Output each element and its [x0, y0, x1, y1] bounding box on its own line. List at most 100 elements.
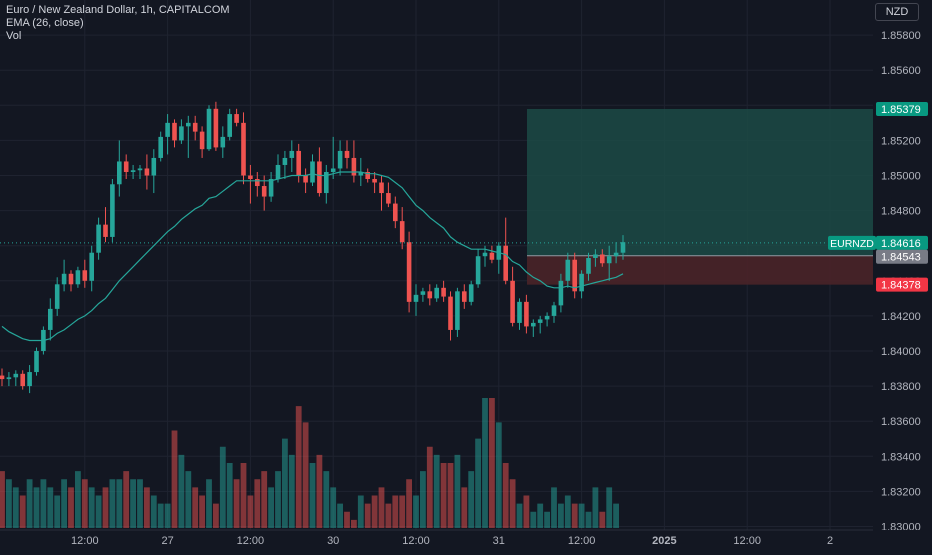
- candle-body: [475, 256, 481, 285]
- candle-body: [510, 280, 515, 323]
- volume-bar: [440, 463, 447, 528]
- candle: [489, 245, 495, 264]
- candle-body: [379, 182, 384, 194]
- volume-bar: [75, 471, 81, 528]
- candle: [27, 365, 32, 394]
- volume-bar: [592, 487, 599, 528]
- candle: [282, 150, 288, 180]
- candle-body: [600, 254, 605, 264]
- candle: [524, 294, 529, 334]
- price-tick-label: 1.85000: [881, 170, 921, 182]
- candle-body: [227, 114, 232, 137]
- candle-body: [268, 179, 274, 197]
- price-tick-label: 1.85800: [881, 30, 921, 42]
- candle-body: [68, 273, 74, 285]
- candle: [399, 207, 405, 250]
- candle: [165, 114, 170, 155]
- stop-zone[interactable]: [527, 255, 873, 285]
- candle: [220, 126, 226, 158]
- volume-bar: [482, 398, 488, 528]
- volume-bar: [578, 503, 585, 528]
- candle-body: [531, 322, 536, 327]
- volume-bar: [185, 471, 192, 528]
- target-zone[interactable]: [527, 108, 873, 256]
- candle-body: [110, 184, 115, 237]
- volume-bar: [206, 479, 212, 528]
- candle: [20, 370, 25, 390]
- candle: [551, 301, 557, 323]
- candle-body: [186, 122, 191, 127]
- candle-body: [544, 315, 550, 320]
- volume-bar: [323, 471, 330, 528]
- candle-body: [434, 287, 439, 299]
- candle: [448, 291, 453, 341]
- time-tick-label: 31: [493, 535, 505, 547]
- candle: [123, 154, 129, 180]
- candle-body: [158, 136, 163, 158]
- volume-bar: [102, 487, 109, 528]
- candle-body: [441, 287, 446, 297]
- candle: [151, 149, 157, 194]
- candle: [268, 171, 274, 202]
- time-tick-label: 12:00: [237, 535, 265, 547]
- volume-bar: [433, 454, 440, 528]
- candle: [110, 179, 115, 243]
- candle-body: [289, 150, 295, 158]
- candle-body: [620, 242, 626, 253]
- ema-legend[interactable]: EMA (26, close): [6, 17, 84, 29]
- volume-bars: [0, 398, 619, 528]
- volume-bar: [254, 479, 261, 528]
- time-axis[interactable]: 12:00 27 12:00 30 12:00 31 12:00 2025 12:00 2: [71, 535, 833, 547]
- volume-bar: [40, 479, 47, 528]
- currency-button[interactable]: NZD: [875, 3, 919, 21]
- candle: [406, 231, 412, 313]
- candle-body: [75, 270, 81, 285]
- candle: [317, 147, 322, 197]
- volume-legend[interactable]: Vol: [6, 30, 22, 42]
- volume-bar: [454, 454, 461, 528]
- volume-bar: [150, 495, 157, 528]
- candle: [75, 266, 81, 288]
- symbol-title[interactable]: Euro / New Zealand Dollar, 1h, CAPITALCO…: [6, 4, 230, 16]
- candle-body: [6, 377, 12, 380]
- candle: [48, 298, 53, 341]
- candle: [241, 112, 246, 185]
- candle: [455, 287, 460, 337]
- candle: [275, 154, 281, 183]
- candle-body: [613, 252, 619, 257]
- candle-body: [351, 157, 357, 176]
- price-tick-label: 1.85600: [881, 65, 921, 77]
- volume-bar: [226, 463, 233, 528]
- candle: [351, 140, 357, 183]
- candle: [34, 347, 39, 376]
- volume-bar: [585, 511, 592, 528]
- candle: [330, 136, 336, 180]
- candle: [593, 249, 598, 267]
- candle: [213, 101, 219, 151]
- volume-bar: [12, 487, 19, 528]
- candle: [565, 252, 571, 288]
- candle-body: [386, 193, 391, 204]
- volume-bar: [385, 503, 392, 528]
- last-price-label: 1.84616: [881, 238, 921, 250]
- volume-bar: [475, 438, 481, 528]
- candle-body: [137, 168, 143, 171]
- time-tick-label: 12:00: [402, 535, 430, 547]
- last-price-label-bg: [876, 235, 928, 250]
- volume-bar: [268, 487, 274, 528]
- volume-bar: [95, 495, 102, 528]
- volume-bar: [399, 495, 406, 528]
- symbol-tag: EURNZD: [830, 238, 874, 250]
- candle-body: [34, 350, 39, 373]
- volume-bar: [537, 503, 544, 528]
- candle: [475, 249, 481, 288]
- volume-bar: [0, 471, 5, 528]
- candle-body: [420, 291, 426, 295]
- candle: [310, 154, 315, 187]
- candle: [68, 270, 74, 292]
- candle-body: [310, 161, 315, 183]
- volume-bar: [275, 471, 281, 528]
- candle-body: [503, 245, 508, 281]
